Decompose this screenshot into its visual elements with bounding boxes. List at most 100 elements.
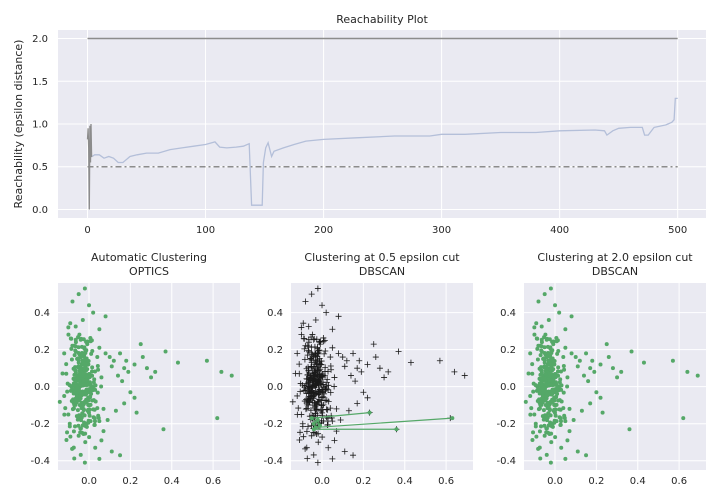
scatter-point (122, 401, 127, 406)
scatter-point (548, 460, 553, 465)
scatter-point (72, 456, 77, 461)
scatter-point (577, 358, 582, 363)
scatter-point (385, 368, 392, 375)
scatter-point (68, 388, 73, 393)
scatter-point (57, 399, 62, 404)
scatter-point (314, 360, 321, 367)
scatter-point (78, 355, 83, 360)
scatter-optics: 0.0 0.2 0.4 0.6 -0.4 -0.2 0.0 0.2 0.4 Automatic C… (30, 251, 240, 487)
scatter-point (302, 406, 309, 413)
scatter-point (73, 324, 78, 329)
scatter-point (86, 359, 91, 364)
reach-series-line (91, 97, 678, 206)
scatter-ytick-label: -0.2 (496, 419, 516, 430)
scatter-point (536, 299, 541, 304)
scatter-dbscan-0.5: 0.0 0.2 0.4 0.6 -0.4 -0.2 0.0 0.2 0.4 Clustering … (263, 251, 473, 487)
scatter-point (86, 407, 91, 412)
scatter-point (315, 368, 322, 375)
scatter-point (85, 362, 90, 367)
scatter-point (294, 350, 301, 357)
scatter-point (329, 326, 336, 333)
scatter-point (557, 310, 562, 315)
scatter-point (64, 362, 69, 367)
scatter-point (300, 320, 307, 327)
scatter-point (571, 418, 576, 423)
scatter-point (545, 415, 550, 420)
scatter-point (553, 435, 558, 440)
scatter-point (331, 383, 338, 390)
scatter-point (343, 357, 350, 364)
scatter-point (561, 364, 566, 369)
scatter-point (544, 355, 549, 360)
scatter-point (538, 402, 543, 407)
scatter-point (548, 361, 553, 366)
scatter-point (204, 358, 209, 363)
scatter-point (107, 355, 112, 360)
scatter-point (320, 393, 327, 400)
scatter-point (304, 455, 311, 462)
scatter-point (80, 411, 85, 416)
scatter-ytick-label: 0.0 (500, 382, 516, 393)
scatter-point (627, 427, 632, 432)
scatter-point (69, 357, 74, 362)
scatter-point (573, 355, 578, 360)
scatter-title: Clustering at 2.0 epsilon cut (537, 251, 693, 264)
scatter-ytick-label: -0.4 (30, 456, 50, 467)
scatter-point (681, 416, 686, 421)
scatter-point (543, 332, 548, 337)
scatter-point (76, 433, 81, 438)
scatter-point (606, 355, 611, 360)
scatter-point (567, 429, 572, 434)
scatter-point (558, 369, 563, 374)
scatter-point (175, 360, 180, 365)
scatter-point (71, 391, 76, 396)
scatter-point (381, 374, 388, 381)
scatter-point (73, 340, 78, 345)
scatter-point (541, 356, 546, 361)
scatter-point (301, 398, 308, 405)
scatter-point (592, 369, 597, 374)
scatter-point (528, 412, 533, 417)
scatter-point (558, 419, 563, 424)
scatter-point (567, 406, 572, 411)
scatter-point (115, 373, 120, 378)
scatter-point (65, 389, 70, 394)
scatter-point (569, 314, 574, 319)
scatter-point (89, 369, 94, 374)
scatter-point (325, 382, 332, 389)
scatter-point (88, 402, 93, 407)
cluster-point (367, 410, 372, 415)
scatter-point (62, 393, 67, 398)
scatter-point (372, 354, 379, 361)
scatter-point (604, 342, 609, 347)
scatter-point (305, 339, 312, 346)
scatter-point (69, 385, 74, 390)
scatter-ytick-label: 0.4 (34, 308, 50, 319)
scatter-point (70, 446, 75, 451)
scatter-point (543, 371, 548, 376)
scatter-point (81, 407, 86, 412)
scatter-point (557, 380, 562, 385)
scatter-point (302, 342, 309, 349)
scatter-point (132, 362, 137, 367)
scatter-point (546, 318, 551, 323)
scatter-point (600, 410, 605, 415)
scatter-point (329, 344, 336, 351)
cluster-point (311, 421, 316, 426)
scatter-point (313, 402, 320, 409)
scatter-point (64, 438, 69, 443)
scatter-point (65, 430, 70, 435)
scatter-point (539, 380, 544, 385)
scatter-ytick-label: -0.4 (263, 456, 283, 467)
scatter-point (76, 423, 81, 428)
reach-xtick-label: 200 (314, 225, 333, 236)
scatter-point (295, 405, 302, 412)
scatter-point (297, 429, 304, 436)
scatter-point (328, 366, 335, 373)
scatter-point (559, 445, 564, 450)
scatter-point (523, 399, 528, 404)
scatter-point (554, 402, 559, 407)
scatter-title: DBSCAN (359, 265, 405, 278)
scatter-point (89, 351, 94, 356)
